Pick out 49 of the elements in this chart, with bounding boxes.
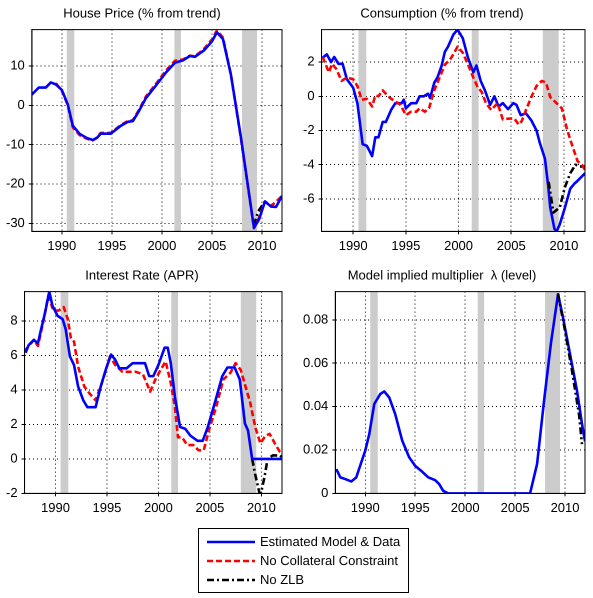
x-tick-label: 2000 [450,500,480,515]
x-tick-label: 2005 [500,500,530,515]
y-tick-label: 2 [10,416,18,431]
y-tick-label: -20 [6,176,25,191]
y-tick-label: 0.08 [302,311,328,326]
legend-label: No ZLB [260,572,304,587]
x-tick-label: 1990 [338,238,368,253]
x-tick-label: 1995 [400,500,430,515]
y-tick-label: -30 [6,215,25,230]
y-tick-label: 0 [307,88,315,103]
x-tick-label: 1990 [350,500,380,515]
x-tick-label: 1990 [47,238,76,253]
y-tick-label: -4 [302,156,315,172]
x-tick-label: 2005 [197,238,226,253]
x-tick-label: 2010 [550,500,580,515]
y-tick-label: 0 [321,484,328,500]
x-tick-label: 1990 [40,500,70,515]
x-tick-label: 1995 [97,238,126,253]
chart-title: Model implied multiplier λ (level) [348,267,536,282]
y-tick-label: 4 [10,381,18,396]
x-tick-label: 2010 [248,238,276,253]
legend-label: No Collateral Constraint [260,553,398,568]
x-tick-label: 2000 [144,500,173,515]
x-tick-label: 2000 [147,238,176,253]
y-tick-label: 0.04 [302,398,328,414]
chart-title: Consumption (% from trend) [360,5,524,20]
y-tick-label: -6 [302,190,315,206]
x-tick-label: 2005 [195,500,224,515]
x-tick-label: 2010 [549,238,578,253]
y-tick-label: 8 [10,312,18,328]
y-tick-label: -2 [302,122,315,138]
x-tick-label: 2005 [496,238,526,253]
y-tick-label: -2 [6,484,18,500]
y-tick-label: 10 [10,57,25,72]
chart-title: Interest Rate (APR) [85,267,199,282]
y-tick-label: 0 [10,450,18,466]
y-tick-label: -10 [6,136,25,152]
x-tick-label: 2010 [246,500,276,515]
y-tick-label: 6 [10,346,18,362]
y-tick-label: 2 [307,54,315,69]
x-tick-label: 1995 [92,500,122,515]
x-tick-label: 1995 [391,238,420,253]
x-tick-label: 2000 [444,238,474,253]
chart-title: House Price (% from trend) [63,5,221,20]
y-tick-label: 0.02 [302,442,328,457]
line-series [322,45,585,172]
legend-label: Estimated Model & Data [260,534,400,549]
y-tick-label: 0.06 [302,354,328,370]
y-tick-label: 0 [18,96,25,112]
